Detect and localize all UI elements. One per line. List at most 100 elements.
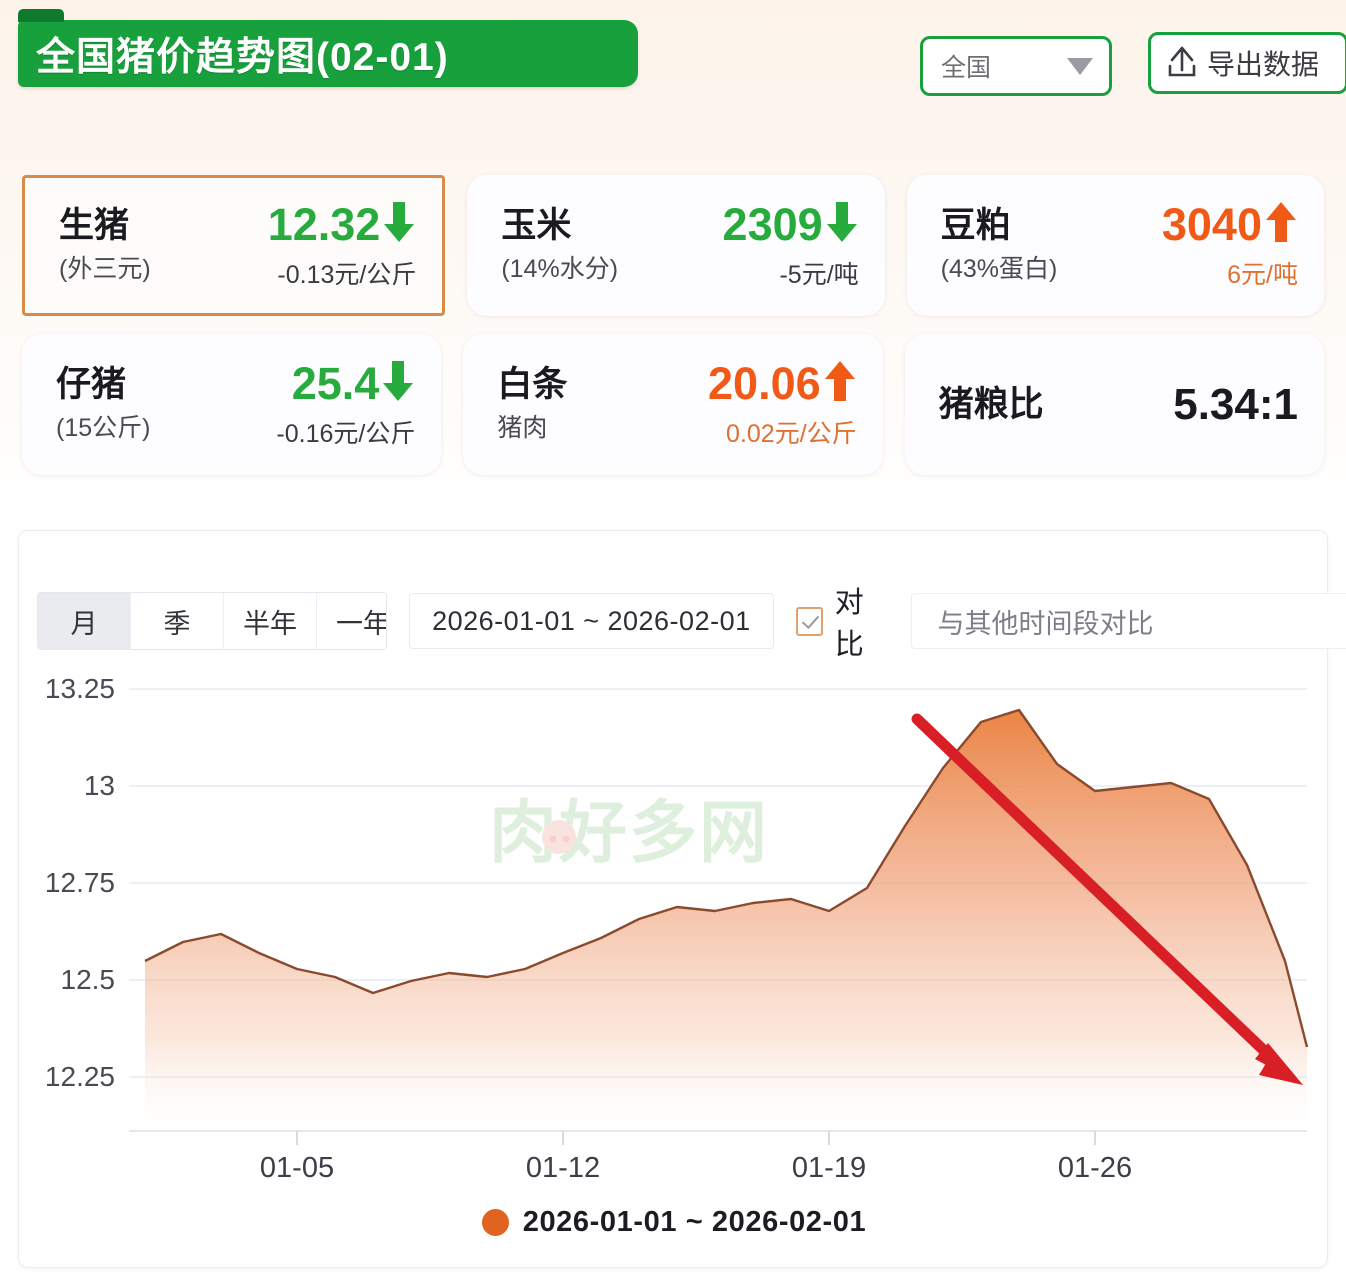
range-tab-label: 一年	[336, 608, 388, 639]
y-tick-label: 12.75	[45, 867, 115, 898]
stat-card-delta: -0.16元/公斤	[276, 420, 416, 448]
chart-x-axis-labels: 01-05 01-12 01-19 01-26	[260, 1152, 1132, 1184]
stat-card-name: 生猪	[59, 206, 130, 246]
arrow-up-icon	[823, 359, 857, 408]
region-select-value: 全国	[941, 54, 992, 82]
stat-card-value: 5.34:1	[1173, 379, 1298, 429]
export-data-label: 导出数据	[1207, 49, 1320, 80]
stat-card-delta: -5元/吨	[779, 261, 859, 289]
page-title: 全国猪价趋势图(02-01)	[36, 35, 449, 79]
stat-card-left: 豆粕 (43%蛋白)	[941, 206, 1091, 284]
range-tab-label: 月	[70, 608, 98, 639]
range-tab-year[interactable]: 一年	[317, 593, 387, 649]
stat-card-right: 5.34:1	[1173, 379, 1298, 429]
chart-line	[144, 708, 1309, 1048]
other-period-input[interactable]: 与其他时间段对比	[910, 593, 1346, 649]
range-tab-label: 季	[163, 608, 191, 639]
stat-card-right: 20.06 0.02元/公斤	[708, 359, 857, 450]
stat-card-value: 25.4	[291, 358, 380, 409]
stat-card-name: 白条	[497, 365, 568, 405]
stat-card-left: 仔猪 (15公斤)	[56, 365, 206, 443]
stat-card-value-row: 3040	[1162, 200, 1298, 249]
page-header: 全国猪价趋势图(02-01) 全国 导出数据	[0, 0, 1346, 120]
stat-card-shengzhu[interactable]: 生猪 (外三元) 12.32 -0.13元/公斤	[22, 175, 446, 316]
stat-card-sub: (15公斤)	[56, 413, 151, 442]
stat-card-right: 25.4 -0.16元/公斤	[276, 359, 415, 450]
x-tick-label: 01-12	[526, 1152, 600, 1184]
x-tick-label: 01-26	[1058, 1152, 1132, 1184]
downtrend-arrow-annotation	[911, 713, 1303, 1085]
date-range-input[interactable]: 2026-01-01 ~ 2026-02-01	[409, 593, 774, 649]
x-tick-label: 01-05	[260, 1152, 334, 1184]
range-tab-group: 月 季 半年 一年	[37, 592, 388, 650]
stat-card-right: 12.32 -0.13元/公斤	[268, 200, 417, 291]
region-select[interactable]: 全国	[920, 36, 1112, 96]
chart-legend: 2026-01-01 ~ 2026-02-01	[19, 1206, 1329, 1239]
stat-card-value-row: 12.32	[268, 200, 417, 249]
stat-card-sub: (43%蛋白)	[940, 254, 1058, 283]
stat-card-delta: 6元/吨	[1227, 261, 1298, 289]
stat-card-value: 2309	[722, 199, 823, 250]
stat-card-sub: (14%水分)	[501, 254, 619, 283]
legend-color-dot	[481, 1209, 509, 1236]
stat-card-yumi[interactable]: 玉米 (14%水分) 2309 -5元/吨	[467, 175, 885, 316]
stat-card-baitiao[interactable]: 白条 猪肉 20.06 0.02元/公斤	[463, 334, 883, 475]
y-tick-label: 13.25	[45, 673, 115, 704]
stat-card-row-1: 生猪 (外三元) 12.32 -0.13元/公斤 玉米 (14%水分	[0, 175, 1346, 316]
stat-card-zaizhu[interactable]: 仔猪 (15公斤) 25.4 -0.16元/公斤	[22, 334, 442, 475]
chart-y-axis-labels: 13.25 13 12.75 12.5 12.25	[45, 673, 115, 1092]
stat-card-right: 3040 6元/吨	[1162, 200, 1298, 291]
export-data-button[interactable]: 导出数据	[1148, 32, 1346, 94]
stat-cards: 生猪 (外三元) 12.32 -0.13元/公斤 玉米 (14%水分	[0, 175, 1346, 493]
chart-watermark: 肉好多网	[489, 794, 769, 873]
price-trend-chart[interactable]: 13.25 13 12.75 12.5 12.25 肉好多网	[19, 661, 1329, 1191]
chart-panel: 月 季 半年 一年 2026-01-01 ~ 2026-02-01 对比 与其他…	[18, 530, 1346, 1268]
chart-x-ticks	[296, 1131, 1096, 1145]
stat-card-value: 3040	[1161, 199, 1262, 250]
x-tick-label: 01-19	[792, 1152, 866, 1184]
stat-card-left: 生猪 (外三元)	[59, 206, 209, 284]
stat-card-value-row: 25.4	[292, 359, 416, 408]
stat-card-left: 玉米 (14%水分)	[501, 206, 651, 284]
svg-text:肉好多网: 肉好多网	[489, 794, 769, 873]
range-tab-halfyear[interactable]: 半年	[224, 593, 317, 649]
compare-toggle[interactable]: 对比	[795, 579, 889, 663]
stat-card-delta: -0.13元/公斤	[277, 261, 417, 289]
range-tab-month[interactable]: 月	[38, 593, 131, 649]
chart-toolbar: 月 季 半年 一年 2026-01-01 ~ 2026-02-01 对比 与其他…	[37, 579, 1346, 663]
legend-series-label: 2026-01-01 ~ 2026-02-01	[522, 1206, 867, 1238]
stat-card-right: 2309 -5元/吨	[723, 200, 859, 291]
stat-card-left: 白条 猪肉	[497, 365, 647, 443]
y-tick-label: 12.25	[45, 1061, 115, 1092]
range-tab-quarter[interactable]: 季	[131, 593, 224, 649]
arrow-down-icon	[382, 200, 416, 249]
stat-card-value: 20.06	[708, 358, 821, 409]
stat-card-name: 猪粮比	[938, 384, 1044, 424]
stat-card-zhuliangbi[interactable]: 猪粮比 5.34:1	[904, 334, 1324, 475]
compare-label: 对比	[834, 587, 864, 661]
stat-card-value: 12.32	[267, 199, 381, 250]
stat-card-doupo[interactable]: 豆粕 (43%蛋白) 3040 6元/吨	[906, 175, 1324, 316]
page-title-ribbon: 全国猪价趋势图(02-01)	[18, 9, 638, 87]
stat-card-value-row: 20.06	[708, 359, 857, 408]
upload-icon	[1165, 43, 1199, 84]
y-tick-label: 13	[84, 770, 115, 801]
stat-card-name: 仔猪	[56, 365, 127, 405]
range-tab-label: 半年	[243, 608, 297, 639]
stat-card-value-row: 2309	[723, 200, 859, 249]
stat-card-name: 玉米	[501, 206, 572, 246]
chevron-down-icon	[1067, 57, 1093, 75]
chart-svg: 13.25 13 12.75 12.5 12.25 肉好多网	[45, 673, 1309, 1184]
stat-card-row-2: 仔猪 (15公斤) 25.4 -0.16元/公斤 白条 猪肉	[0, 334, 1346, 475]
stat-card-sub: 猪肉	[497, 413, 548, 442]
stat-card-name: 豆粕	[940, 206, 1011, 246]
compare-checkbox[interactable]	[795, 606, 823, 636]
stat-card-sub: (外三元)	[59, 254, 151, 283]
stat-card-delta: 0.02元/公斤	[726, 420, 857, 448]
arrow-down-icon	[825, 200, 859, 249]
y-tick-label: 12.5	[61, 964, 116, 995]
stat-card-left: 猪粮比	[939, 385, 1089, 424]
arrow-up-icon	[1264, 200, 1298, 249]
arrow-down-icon	[381, 359, 415, 408]
